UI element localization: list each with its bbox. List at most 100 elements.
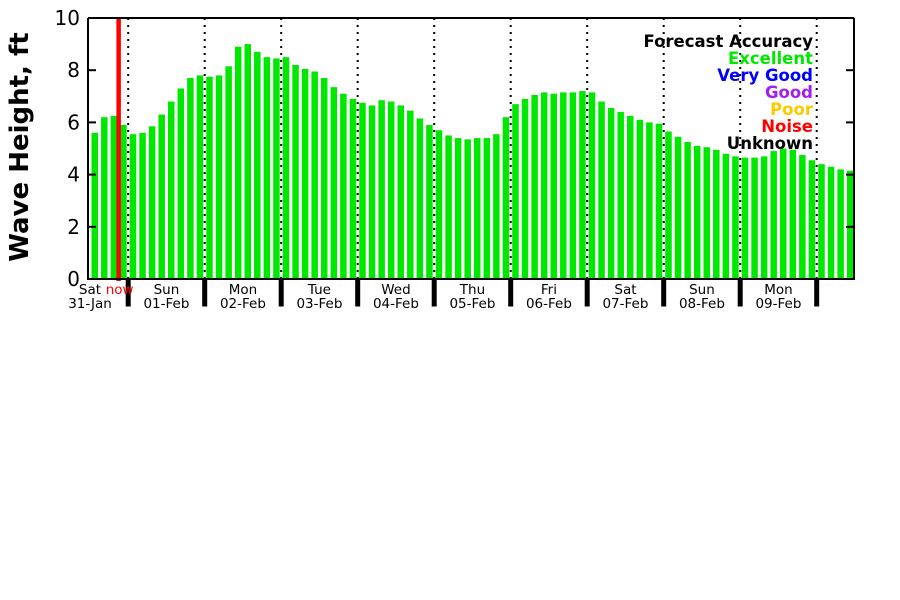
wave-bar	[521, 98, 529, 279]
day-label: Thu	[459, 282, 485, 298]
wave-bar	[225, 66, 232, 279]
wave-bar	[598, 101, 605, 280]
day-label: Tue	[307, 282, 331, 298]
wave-bar	[91, 132, 98, 279]
wave-bar	[818, 164, 825, 279]
wave-bar	[808, 160, 816, 279]
day-tick	[202, 279, 208, 307]
wave-bar	[168, 101, 175, 280]
wave-bar	[627, 115, 634, 280]
wave-bar	[569, 92, 577, 279]
day-label: Sat	[79, 282, 101, 298]
wave-bar	[693, 145, 701, 279]
legend-entry-unknown: Unknown	[726, 134, 813, 153]
wave-bar	[110, 115, 118, 280]
wave-bar	[607, 108, 615, 279]
day-tick	[431, 279, 437, 307]
day-label: Mon	[764, 282, 792, 298]
wave-bar	[655, 123, 663, 279]
wave-bar	[129, 134, 137, 279]
wave-bar	[684, 141, 691, 279]
day-tick	[508, 279, 514, 307]
legend-entry-very-good: Very Good	[717, 66, 813, 85]
wave-bar	[177, 88, 185, 279]
now-line	[116, 18, 121, 281]
wave-bar	[273, 58, 280, 280]
wave-bar	[703, 147, 710, 279]
wave-bar	[454, 138, 462, 279]
day-tick	[661, 279, 667, 307]
day-date-label: 09-Feb	[755, 296, 801, 312]
legend-entry-poor: Poor	[770, 100, 813, 119]
forecast-accuracy-legend: Forecast Accuracy Excellent Very Good Go…	[643, 33, 813, 152]
y-tick-label: 6	[67, 110, 80, 134]
wave-bar	[837, 169, 844, 279]
wave-bar	[158, 114, 165, 279]
wave-bar	[311, 71, 318, 279]
wave-bar	[502, 117, 510, 280]
wave-bar	[206, 76, 213, 279]
now-label: now	[106, 282, 134, 298]
wave-bar	[741, 157, 749, 279]
wave-bar	[254, 51, 261, 280]
day-label: Sat	[614, 282, 636, 298]
wave-bar	[617, 111, 624, 280]
legend-entry-good: Good	[764, 83, 813, 102]
day-date-label: 06-Feb	[526, 296, 572, 312]
wave-bar	[397, 105, 404, 280]
y-tick-label: 8	[67, 58, 80, 82]
day-label: Wed	[381, 282, 410, 298]
day-date-label: 07-Feb	[602, 296, 648, 312]
wave-bar	[483, 138, 491, 279]
wave-bar	[789, 149, 797, 279]
day-date-label: 31-Jan	[68, 296, 112, 312]
y-tick-label: 0	[67, 267, 80, 291]
day-date-label: 01-Feb	[143, 296, 189, 312]
wave-bar	[665, 131, 672, 279]
wave-bar	[579, 91, 586, 279]
wave-bar	[282, 57, 290, 280]
wave-bar	[464, 139, 471, 279]
day-tick	[737, 279, 743, 307]
wave-bar	[646, 122, 653, 280]
wave-bar	[349, 98, 357, 279]
y-tick-label: 4	[67, 163, 80, 187]
wave-bar	[770, 151, 777, 279]
wave-bar	[827, 166, 835, 279]
wave-bar	[512, 104, 519, 279]
wave-bar	[493, 134, 500, 279]
day-label: Sun	[689, 282, 715, 298]
wave-bar	[407, 110, 414, 280]
wave-bar	[588, 92, 596, 279]
wave-bar	[196, 75, 204, 279]
wave-bar	[435, 130, 443, 279]
wave-bar	[780, 148, 787, 279]
wave-bar	[531, 95, 538, 279]
wave-bar	[799, 155, 806, 279]
legend-entry-noise: Noise	[761, 117, 813, 136]
wave-bar	[636, 119, 644, 279]
legend-title: Forecast Accuracy	[643, 32, 813, 51]
y-axis-title: Wave Height, ft	[5, 32, 35, 261]
wave-bar	[674, 136, 682, 279]
wave-bar	[540, 92, 548, 279]
day-date-label: 03-Feb	[296, 296, 342, 312]
wave-bar	[445, 135, 452, 279]
wave-bar	[760, 156, 768, 279]
wave-bar	[301, 68, 309, 279]
wave-bar	[732, 156, 739, 279]
day-date-label: 05-Feb	[449, 296, 495, 312]
wave-bar	[101, 117, 108, 280]
wave-bar	[846, 170, 854, 280]
wave-bar	[550, 93, 557, 279]
wave-bar	[340, 93, 347, 279]
day-label: Fri	[541, 282, 557, 298]
wave-bar	[292, 64, 299, 279]
day-label: Mon	[229, 282, 257, 298]
wave-bar	[713, 149, 720, 279]
day-date-label: 02-Feb	[220, 296, 266, 312]
wave-bar	[751, 157, 758, 279]
day-label: Sun	[154, 282, 180, 298]
day-tick	[355, 279, 361, 307]
day-date-label: 08-Feb	[679, 296, 725, 312]
